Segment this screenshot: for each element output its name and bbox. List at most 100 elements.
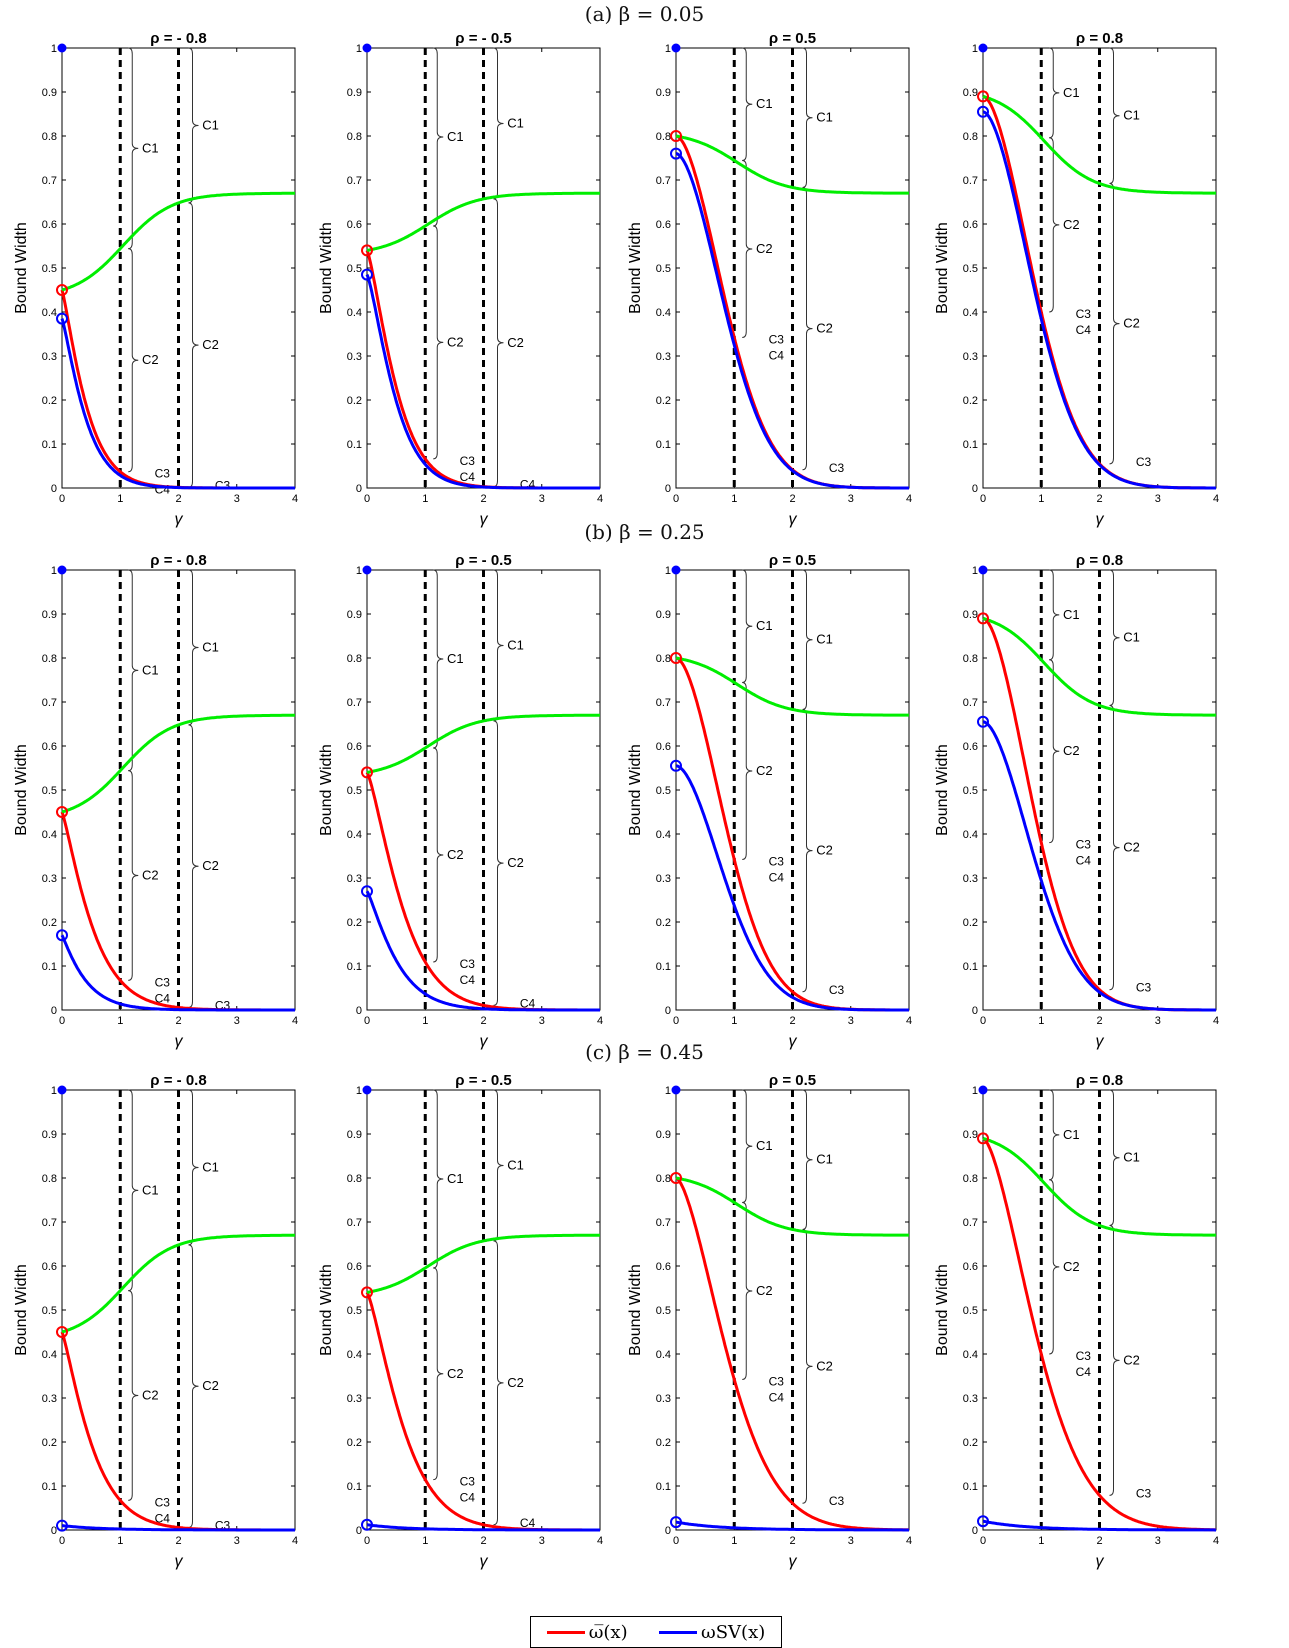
x-tick-label: 1 [1038,493,1044,505]
y-tick-label: 0.5 [656,1305,671,1317]
y-tick-label: 0.7 [42,697,57,709]
marker-blue-start [361,268,373,281]
x-tick-label: 4 [597,1535,603,1547]
brace-c1-left-label: C1 [756,618,773,633]
brace-c2-left [433,225,444,460]
y-tick-label: 0.9 [347,1129,362,1141]
brace-c2-left-label: C2 [1063,743,1080,758]
legend: ω̅(x) ωSV(x) [530,1616,782,1648]
y-axis-label: Bound Width [318,744,335,836]
x-tick-label: 2 [789,1535,795,1547]
marker-red-start [670,130,682,142]
y-tick-label: 0.5 [347,785,362,797]
y-tick-label: 0.6 [963,219,978,231]
brace-c1-left [128,1089,139,1292]
marker-blue-top [362,1085,372,1095]
y-tick-label: 0.9 [656,1129,671,1141]
y-axis-label: Bound Width [13,222,30,314]
chart-title: ρ = - 0.5 [455,1072,511,1089]
marker-blue-top [978,565,988,575]
series-line-blue [675,1520,909,1532]
y-tick-label: 0.8 [347,1173,362,1185]
y-tick-label: 0.6 [42,741,57,753]
y-axis-label: Bound Width [934,222,951,314]
x-tick-label: 4 [906,1015,912,1027]
marker-red-start [361,1286,373,1299]
x-tick-label: 3 [234,1535,240,1547]
x-tick-label: 0 [364,1015,370,1027]
series-line-blue [675,152,909,490]
marker-blue-top [978,43,988,53]
chart-title: ρ = - 0.8 [150,30,206,47]
y-tick-label: 1 [356,565,362,577]
marker-blue-start [670,1516,682,1529]
y-tick-label: 0.8 [963,1173,978,1185]
brace-c3-right-label: C3 [829,461,845,475]
x-tick-label: 3 [848,1015,854,1027]
marker-blue-start [56,929,68,942]
y-tick-label: 0.4 [42,1349,57,1361]
x-axis-label: γ [480,511,489,528]
brace-c4-left-label: C4 [769,349,785,363]
brace-c3-right-label: C4 [520,1516,536,1530]
y-tick-label: 0.2 [656,395,671,407]
x-axis-label: γ [1096,511,1105,528]
marker-red-start [977,1132,989,1145]
series-line-green [982,616,1216,717]
brace-c4-left-label: C4 [155,991,171,1005]
y-tick-label: 0.2 [42,1437,57,1449]
chart-title: ρ = - 0.5 [455,552,511,569]
series-line-blue [60,318,295,490]
y-tick-label: 0.1 [656,439,671,451]
y-tick-label: 1 [51,565,57,577]
series-line-blue [982,110,1216,490]
y-tick-label: 0.4 [42,307,57,319]
y-tick-label: 0.5 [963,263,978,275]
y-axis-label: Bound Width [934,1264,951,1356]
x-tick-label: 1 [731,1015,737,1027]
y-tick-label: 0.8 [347,131,362,143]
row-title-c: (c) β = 0.45 [585,1040,704,1064]
y-tick-label: 0.4 [656,1349,671,1361]
series-line-green [366,713,600,774]
x-tick-label: 2 [175,1015,181,1027]
y-tick-label: 0.6 [347,1261,362,1273]
y-tick-label: 0 [356,483,362,495]
x-tick-label: 2 [789,493,795,505]
y-tick-label: 0.7 [963,697,978,709]
y-tick-label: 0.5 [347,1305,362,1317]
series-line-blue [61,1524,295,1532]
y-tick-label: 0.2 [347,1437,362,1449]
x-tick-label: 3 [539,493,545,505]
x-tick-label: 4 [1213,1535,1219,1547]
y-tick-label: 0.5 [42,785,57,797]
brace-c3-left-label: C3 [460,1475,476,1489]
y-tick-label: 0.2 [656,917,671,929]
y-tick-label: 0 [356,1525,362,1537]
brace-c2-right [493,720,504,1006]
x-tick-label: 3 [1155,1015,1161,1027]
brace-c2-right-label: C2 [507,855,524,870]
y-tick-label: 0.2 [347,395,362,407]
series-line-blue [365,890,600,1012]
y-tick-label: 0.9 [963,609,978,621]
y-tick-label: 0.7 [347,1217,362,1229]
marker-blue-top [57,565,67,575]
y-tick-label: 0.4 [963,829,978,841]
y-tick-label: 0.6 [42,1261,57,1273]
y-tick-label: 0.9 [42,609,57,621]
brace-c1-left [433,47,444,227]
y-tick-label: 0.8 [42,131,57,143]
y-tick-label: 0.6 [347,219,362,231]
series-line-green [982,1136,1216,1237]
x-tick-label: 1 [1038,1535,1044,1547]
y-tick-label: 0 [665,483,671,495]
brace-c2-right-label: C2 [816,843,833,858]
brace-c2-right-label: C2 [507,1375,524,1390]
brace-c4-left-label: C4 [769,871,785,885]
x-axis-label: γ [1096,1033,1105,1050]
x-tick-label: 4 [906,1535,912,1547]
y-tick-label: 1 [356,43,362,55]
y-tick-label: 0.4 [42,829,57,841]
y-tick-label: 0.2 [963,395,978,407]
